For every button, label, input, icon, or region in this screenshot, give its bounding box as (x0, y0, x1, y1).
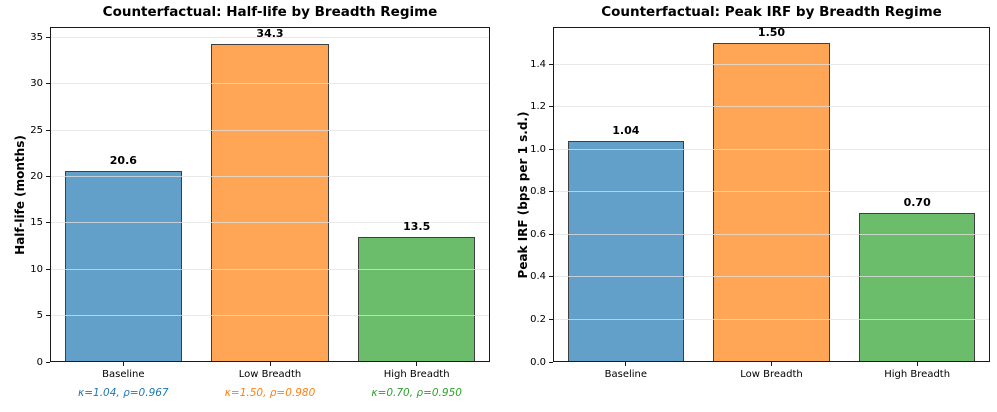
chart-title: Counterfactual: Half-life by Breadth Reg… (102, 4, 438, 20)
y-tick-mark (549, 276, 553, 278)
y-tick-mark (549, 106, 553, 108)
category-sublabel: κ=0.70, ρ=0.950 (371, 387, 462, 399)
y-tick-label: 15 (30, 217, 43, 229)
gridline (554, 191, 989, 193)
gridline (554, 276, 989, 278)
y-tick-label: 1.4 (530, 58, 546, 70)
gridline (51, 315, 489, 317)
x-tick-mark (269, 362, 271, 366)
x-tick-mark (416, 362, 418, 366)
gridline (51, 129, 489, 131)
category-sublabel: κ=1.04, ρ=0.967 (78, 387, 169, 399)
y-tick-mark (46, 315, 50, 317)
chart-half-life: Counterfactual: Half-life by Breadth Reg… (0, 0, 497, 412)
x-tick-label: Low Breadth (740, 369, 803, 380)
y-tick-mark (549, 148, 553, 150)
x-tick-label: Baseline (604, 369, 648, 380)
gridline (51, 222, 489, 224)
bar-value-label: 1.50 (757, 25, 786, 39)
bar-baseline (567, 140, 685, 362)
y-tick-mark (46, 37, 50, 39)
gridline (51, 268, 489, 270)
gridline (51, 176, 489, 178)
y-tick-label: 0 (36, 356, 43, 368)
y-tick-label: 1.0 (530, 143, 546, 155)
y-tick-mark (46, 176, 50, 178)
y-tick-mark (549, 318, 553, 320)
y-tick-label: 1.2 (530, 101, 546, 113)
chart-peak-irf: Counterfactual: Peak IRF by Breadth Regi… (497, 0, 997, 412)
x-tick-label: High Breadth (383, 369, 450, 380)
y-tick-label: 30 (30, 78, 43, 90)
gridline (554, 148, 989, 150)
y-tick-mark (549, 191, 553, 193)
gridline (554, 233, 989, 235)
bar-value-label: 34.3 (256, 27, 284, 41)
bar-low-breadth (211, 44, 329, 362)
y-tick-label: 0.6 (530, 228, 546, 240)
x-tick-label: Low Breadth (238, 369, 302, 380)
y-tick-label: 0.0 (530, 356, 546, 368)
chart-title: Counterfactual: Peak IRF by Breadth Regi… (601, 4, 942, 20)
bar-baseline (64, 171, 182, 362)
x-tick-mark (916, 362, 918, 366)
y-tick-mark (46, 268, 50, 270)
bar-value-label: 13.5 (403, 219, 431, 233)
gridline (51, 37, 489, 39)
gridline (554, 106, 989, 108)
y-tick-mark (46, 129, 50, 131)
y-tick-mark (46, 222, 50, 224)
x-tick-label: Baseline (102, 369, 145, 380)
category-sublabel: κ=1.50, ρ=0.980 (224, 387, 316, 399)
bar-value-label: 0.70 (903, 196, 931, 210)
x-tick-label: High Breadth (884, 369, 951, 380)
y-tick-label: 0.8 (530, 186, 546, 198)
y-tick-mark (549, 63, 553, 65)
y-tick-label: 0.2 (530, 313, 546, 325)
y-tick-label: 0.4 (530, 271, 546, 283)
y-tick-label: 35 (30, 32, 43, 44)
x-tick-mark (625, 362, 627, 366)
y-tick-label: 20 (30, 171, 43, 183)
y-tick-label: 25 (30, 124, 43, 136)
bar-value-label: 20.6 (109, 154, 137, 168)
gridline (51, 83, 489, 85)
gridline (554, 63, 989, 65)
x-tick-mark (122, 362, 124, 366)
x-tick-mark (771, 362, 772, 366)
bar-low-breadth (713, 42, 830, 362)
gridline (554, 318, 989, 320)
y-tick-label: 10 (30, 263, 43, 275)
y-tick-label: 5 (36, 310, 43, 322)
y-tick-mark (46, 83, 50, 85)
y-axis-label: Half-life (months) (13, 134, 27, 255)
y-tick-mark (549, 233, 553, 235)
bar-high-breadth (358, 236, 476, 362)
y-tick-mark (46, 361, 50, 363)
bar-high-breadth (858, 213, 976, 362)
y-tick-mark (549, 361, 553, 363)
bar-value-label: 1.04 (612, 123, 640, 137)
